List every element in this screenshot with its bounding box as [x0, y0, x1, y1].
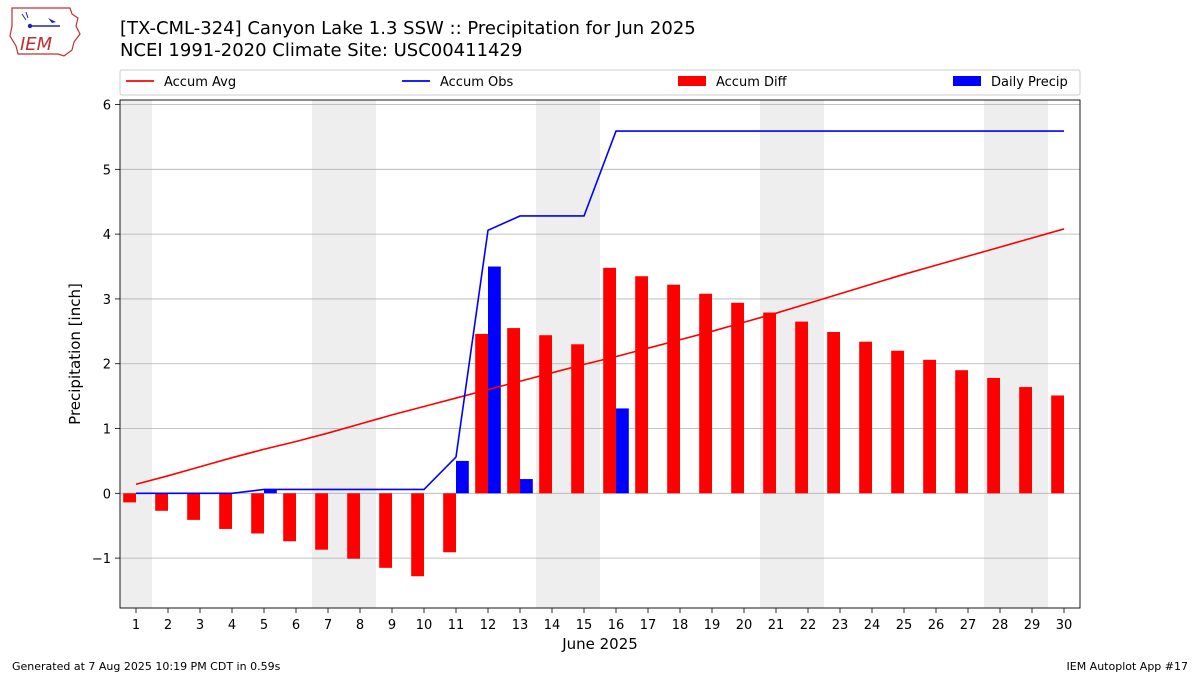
accum-diff-bar: [635, 276, 648, 494]
accum-diff-bar: [923, 359, 936, 494]
accum-diff-bar: [1051, 395, 1064, 494]
y-tick-label: −1: [92, 552, 111, 567]
x-tick-label: 10: [416, 618, 433, 633]
accum-diff-bar: [347, 493, 360, 559]
x-tick-label: 12: [480, 618, 497, 633]
legend-daily-precip-swatch: [953, 76, 981, 86]
x-tick-label: 17: [640, 618, 657, 633]
x-tick-label: 15: [576, 618, 593, 633]
accum-diff-bar: [987, 377, 1000, 494]
x-tick-label: 5: [260, 618, 268, 633]
y-tick-label: 4: [103, 228, 111, 243]
accum-diff-bar: [827, 331, 840, 494]
x-tick-label: 25: [896, 618, 913, 633]
accum-diff-bar: [699, 293, 712, 494]
accum-diff-bar: [411, 493, 424, 577]
daily-precip-bar: [456, 460, 469, 494]
x-tick-label: 16: [608, 618, 625, 633]
x-tick-label: 9: [388, 618, 396, 633]
accum-diff-bar: [539, 335, 552, 494]
accum-diff-bar: [859, 341, 872, 494]
x-tick-label: 29: [1024, 618, 1041, 633]
accum-diff-bar: [507, 328, 520, 494]
accum-diff-bar: [123, 493, 136, 503]
accum-obs-line: [136, 130, 1064, 495]
x-tick-label: 27: [960, 618, 977, 633]
accum-diff-bar: [763, 312, 776, 494]
legend-accum-diff-label: Accum Diff: [716, 75, 788, 90]
chart-title: [TX-CML-324] Canyon Lake 1.3 SSW :: Prec…: [120, 18, 696, 39]
weekend-band: [120, 100, 152, 608]
x-tick-label: 30: [1056, 618, 1073, 633]
y-tick-label: 3: [103, 293, 111, 308]
x-tick-label: 26: [928, 618, 945, 633]
accum-diff-bar: [379, 493, 392, 568]
accum-diff-bar: [731, 302, 744, 494]
x-tick-label: 22: [800, 618, 817, 633]
daily-precip-bar: [264, 489, 277, 494]
x-tick-label: 4: [228, 618, 236, 633]
accum-diff-bar: [1019, 387, 1032, 494]
chart-subtitle: NCEI 1991-2020 Climate Site: USC00411429: [120, 40, 523, 61]
accum-diff-bar: [251, 493, 264, 534]
iem-logo: IEM: [8, 6, 82, 62]
accum-diff-bar: [315, 493, 328, 550]
legend-accum-diff-swatch: [678, 76, 706, 86]
x-tick-label: 14: [544, 618, 561, 633]
x-tick-label: 2: [164, 618, 172, 633]
y-tick-label: 1: [103, 423, 111, 438]
accum-diff-bar: [603, 267, 616, 494]
x-tick-label: 1: [132, 618, 140, 633]
accum-diff-bar: [667, 284, 680, 494]
y-tick-label: 2: [103, 358, 111, 373]
svg-text:IEM: IEM: [20, 34, 53, 55]
accum-diff-bar: [219, 493, 232, 529]
daily-precip-bar: [488, 266, 501, 494]
y-axis-label: Precipitation [inch]: [66, 283, 84, 425]
x-tick-label: 3: [196, 618, 204, 633]
x-tick-label: 28: [992, 618, 1009, 633]
x-tick-label: 7: [324, 618, 332, 633]
x-axis-label: June 2025: [561, 635, 638, 653]
accum-diff-bar: [475, 333, 488, 494]
accum-avg-line: [135, 228, 1065, 486]
accum-diff-bar: [955, 370, 968, 494]
plot-frame: [119, 99, 1081, 609]
x-tick-label: 11: [448, 618, 465, 633]
y-tick-label: 5: [103, 163, 111, 178]
accum-diff-bar: [571, 344, 584, 494]
x-tick-label: 13: [512, 618, 529, 633]
app-label: IEM Autoplot App #17: [1066, 660, 1189, 673]
y-tick-label: 0: [103, 487, 111, 502]
accum-diff-bar: [795, 321, 808, 494]
x-tick-label: 18: [672, 618, 689, 633]
x-tick-label: 19: [704, 618, 721, 633]
legend: Accum Avg Accum Obs Accum Diff Daily Pre…: [119, 69, 1081, 96]
generated-timestamp: Generated at 7 Aug 2025 10:19 PM CDT in …: [12, 660, 281, 673]
x-tick-label: 8: [356, 618, 364, 633]
legend-accum-avg-label: Accum Avg: [164, 75, 236, 90]
legend-accum-obs-label: Accum Obs: [440, 75, 513, 90]
x-tick-label: 24: [864, 618, 881, 633]
accum-diff-bar: [155, 493, 168, 511]
accum-diff-bar: [283, 493, 296, 542]
x-tick-label: 6: [292, 618, 300, 633]
accum-diff-bar: [187, 493, 200, 520]
legend-daily-precip-label: Daily Precip: [991, 75, 1068, 90]
daily-precip-bar: [520, 479, 533, 494]
daily-precip-bar: [616, 408, 629, 494]
x-tick-label: 23: [832, 618, 849, 633]
accum-diff-bar: [891, 350, 904, 494]
x-tick-label: 21: [768, 618, 785, 633]
x-tick-label: 20: [736, 618, 753, 633]
y-tick-label: 6: [103, 99, 111, 114]
weekend-band: [984, 100, 1048, 608]
accum-diff-bar: [443, 493, 456, 553]
